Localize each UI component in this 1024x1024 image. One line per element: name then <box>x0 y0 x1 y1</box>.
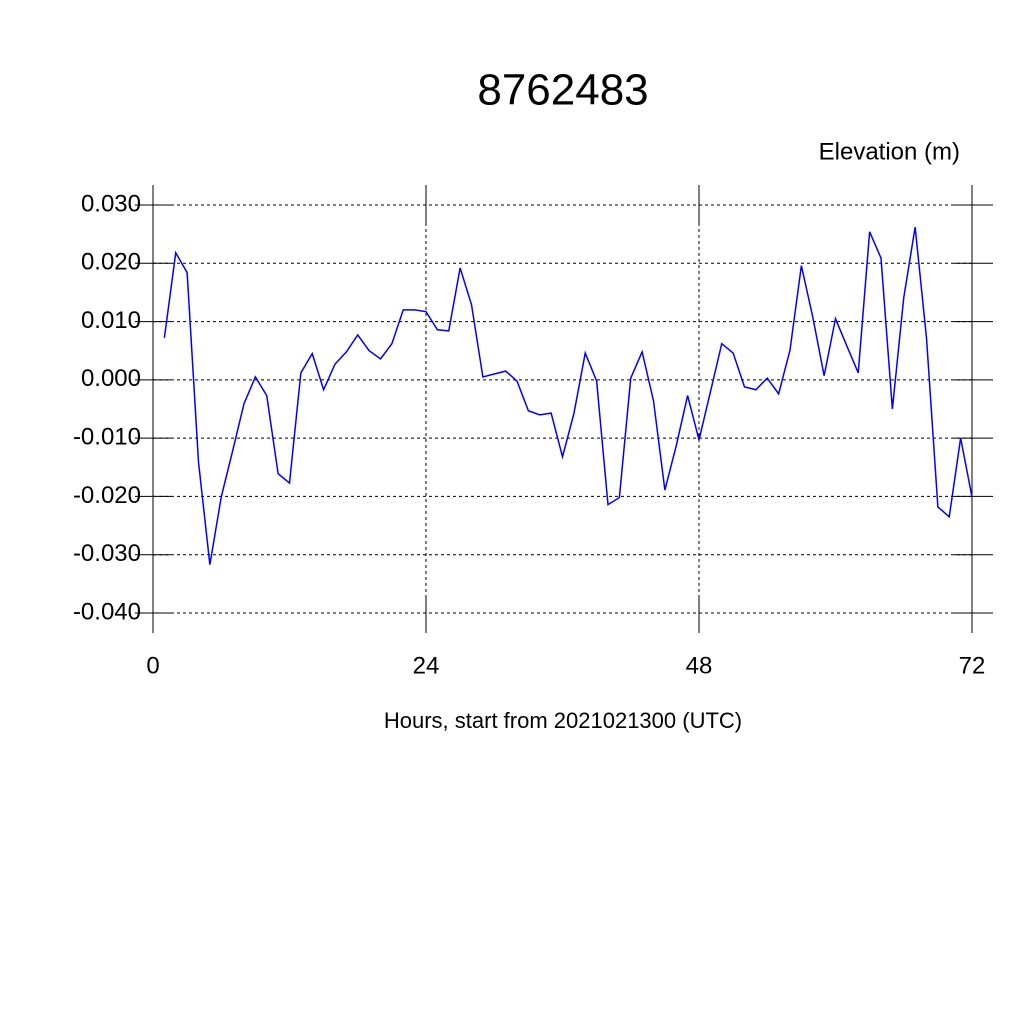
chart-title: 8762483 <box>477 66 648 115</box>
line-series <box>163 227 973 565</box>
y-tick-label: -0.040 <box>73 598 141 625</box>
x-tick-label: 72 <box>959 652 986 679</box>
x-tick-label: 48 <box>686 652 713 679</box>
y-tick-label: -0.020 <box>73 482 141 509</box>
y-tick-label: 0.010 <box>81 307 141 334</box>
x-tick-label: 0 <box>146 652 159 679</box>
y-tick-label: 0.000 <box>81 365 141 392</box>
y-tick-label: 0.020 <box>81 249 141 276</box>
x-axis-label: Hours, start from 2021021300 (UTC) <box>384 708 742 733</box>
y-tick-label: -0.010 <box>73 423 141 450</box>
y-tick-label: -0.030 <box>73 540 141 567</box>
x-tick-label: 24 <box>413 652 440 679</box>
y-tick-label: 0.030 <box>81 190 141 217</box>
subtitle: Elevation (m) <box>819 138 960 165</box>
